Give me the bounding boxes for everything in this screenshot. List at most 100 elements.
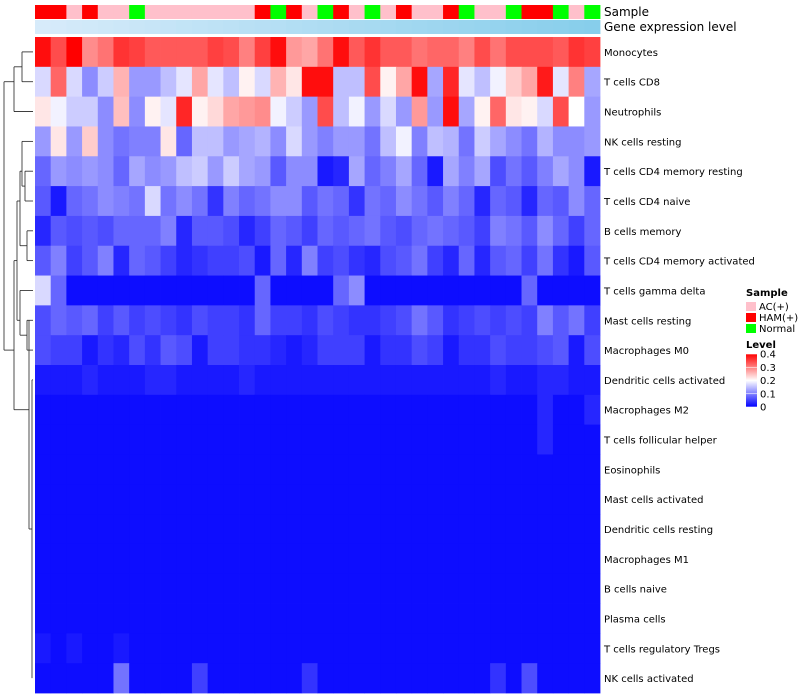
heatmap-cell: [191, 215, 209, 247]
heatmap-cell: [568, 663, 585, 694]
heatmap-cell: [207, 245, 224, 276]
heatmap-cell: [584, 156, 601, 187]
heatmap-cell: [160, 335, 177, 366]
heatmap-cell: [301, 484, 318, 515]
heatmap-cell: [207, 603, 224, 634]
heatmap-cell: [82, 663, 99, 694]
heatmap-cell: [395, 633, 413, 664]
heatmap-cell: [97, 186, 114, 217]
heatmap-cell: [333, 603, 350, 634]
legend-level-title: Level: [746, 340, 776, 351]
heatmap-cell: [129, 96, 146, 127]
heatmap-cell: [521, 424, 538, 455]
heatmap-cell: [474, 186, 491, 217]
heatmap-cell: [380, 543, 397, 575]
gene-expression-annotation-cell: [129, 20, 146, 34]
heatmap-cell: [505, 454, 522, 485]
heatmap-cell: [537, 424, 554, 455]
heatmap-cell: [348, 215, 365, 247]
heatmap-cell: [286, 96, 303, 127]
heatmap-cell: [505, 66, 522, 98]
heatmap-cell: [66, 424, 83, 455]
heatmap-cell: [537, 186, 554, 217]
heatmap-cell: [474, 573, 491, 604]
heatmap-cell: [584, 186, 601, 217]
heatmap-cell: [333, 245, 350, 276]
heatmap-cell: [239, 186, 256, 217]
heatmap-cell: [584, 335, 601, 366]
legend-tick-label: 0.2: [760, 376, 776, 387]
heatmap-cell: [521, 96, 538, 127]
heatmap-cell: [458, 186, 475, 217]
heatmap-cell: [97, 245, 114, 276]
heatmap-cell: [66, 37, 83, 68]
sample-annotation-cell: [82, 5, 99, 19]
heatmap-cell: [207, 394, 224, 426]
heatmap-cell: [254, 37, 271, 68]
row-label: Macrophages M0: [604, 346, 689, 357]
heatmap-cell: [552, 335, 570, 366]
heatmap-cell: [380, 275, 397, 306]
gene-expression-annotation-cell: [505, 20, 522, 34]
heatmap-cell: [97, 633, 114, 664]
sample-annotation-cell: [286, 5, 303, 19]
heatmap-cell: [113, 365, 130, 396]
heatmap-cell: [505, 573, 522, 604]
heatmap-cell: [490, 424, 507, 455]
heatmap-cell: [474, 245, 491, 276]
heatmap-cell: [144, 484, 161, 515]
heatmap-cell: [176, 275, 193, 306]
heatmap-cell: [35, 663, 52, 694]
heatmap-cell: [97, 424, 114, 455]
heatmap-cell: [505, 96, 522, 127]
heatmap-cell: [490, 275, 507, 306]
heatmap-cell: [521, 573, 538, 604]
heatmap-cell: [207, 543, 224, 575]
gene-expression-annotation-cell: [254, 20, 271, 34]
heatmap-cell: [176, 156, 193, 187]
heatmap-cell: [270, 186, 287, 217]
heatmap-cell: [458, 663, 475, 694]
heatmap-cell: [568, 186, 585, 217]
heatmap-cell: [521, 365, 538, 396]
heatmap-cell: [552, 633, 570, 664]
heatmap-cell: [568, 573, 585, 604]
heatmap-cell: [552, 37, 570, 68]
heatmap-cell: [129, 245, 146, 276]
heatmap-cell: [270, 335, 287, 366]
heatmap-cell: [443, 394, 460, 426]
heatmap-cell: [286, 543, 303, 575]
heatmap-cell: [458, 633, 475, 664]
heatmap-cell: [191, 126, 209, 157]
heatmap-cell: [395, 245, 413, 276]
heatmap-cell: [411, 424, 428, 455]
heatmap-cell: [458, 37, 475, 68]
heatmap-cell: [223, 633, 240, 664]
heatmap-cell: [364, 275, 381, 306]
heatmap-cells: [35, 37, 601, 694]
sample-annotation-cell: [474, 5, 491, 19]
heatmap-cell: [239, 603, 256, 634]
heatmap-cell: [411, 573, 428, 604]
heatmap-cell: [160, 603, 177, 634]
heatmap-cell: [568, 335, 585, 366]
heatmap-cell: [35, 305, 52, 336]
heatmap-cell: [286, 603, 303, 634]
heatmap-cell: [286, 424, 303, 455]
heatmap-cell: [317, 245, 334, 276]
heatmap-cell: [490, 96, 507, 127]
heatmap-cell: [427, 365, 444, 396]
heatmap-cell: [505, 156, 522, 187]
heatmap-cell: [505, 365, 522, 396]
heatmap-cell: [537, 96, 554, 127]
heatmap-cell: [191, 603, 209, 634]
heatmap-cell: [348, 37, 365, 68]
gene-expression-annotation-cell: [286, 20, 303, 34]
heatmap-cell: [50, 633, 67, 664]
heatmap-cell: [270, 603, 287, 634]
sample-annotation-cell: [113, 5, 130, 19]
heatmap-cell: [537, 365, 554, 396]
legend-level-ticks: 0.4 0.3 0.2 0.1 0: [746, 350, 776, 414]
gene-expression-annotation-cell: [568, 20, 585, 34]
heatmap-cell: [113, 245, 130, 276]
